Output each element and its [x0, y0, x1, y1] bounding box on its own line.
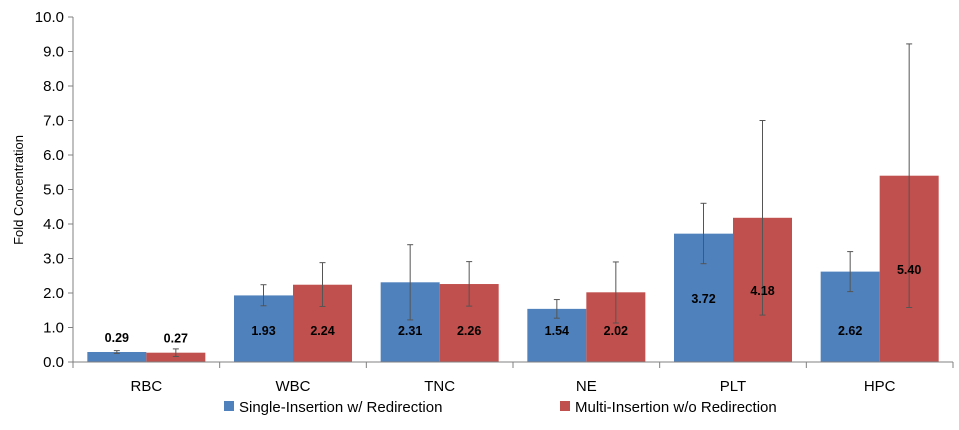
data-label: 0.27 [164, 332, 188, 346]
y-axis-ticks: 0.0 1.0 2.0 3.0 4.0 5.0 6.0 7.0 8.0 9.0 10.0 [35, 9, 73, 371]
error-bars-layer [113, 43, 913, 357]
legend-swatch [560, 401, 570, 411]
legend: Single-Insertion w/ Redirection Multi-Ins… [224, 399, 777, 416]
data-label: 3.72 [691, 292, 715, 306]
bar [87, 351, 147, 362]
data-label: 2.02 [604, 324, 628, 338]
x-axis-categories: RBC WBC TNC NE PLT HPC [130, 378, 895, 395]
data-label: 4.18 [750, 284, 774, 298]
data-label: 1.54 [545, 324, 569, 338]
y-tick-label: 8.0 [43, 78, 64, 95]
data-labels-layer: 0.29 0.27 1.93 2.24 2.31 2.26 1.54 2.02 3.72 4.18… [105, 263, 922, 346]
data-label: 1.93 [251, 324, 275, 338]
y-tick-label: 10.0 [35, 9, 64, 26]
x-category-label: RBC [130, 378, 162, 395]
y-tick-label: 6.0 [43, 147, 64, 164]
y-tick-label: 1.0 [43, 320, 64, 337]
axes [72, 17, 954, 368]
data-label: 0.29 [105, 331, 129, 345]
x-category-label: WBC [276, 378, 311, 395]
data-label: 2.24 [310, 324, 334, 338]
y-tick-label: 2.0 [43, 285, 64, 302]
y-tick-label: 3.0 [43, 251, 64, 268]
x-category-label: NE [576, 378, 597, 395]
data-label: 2.31 [398, 324, 422, 338]
x-category-label: TNC [424, 378, 455, 395]
data-label: 5.40 [897, 263, 921, 277]
legend-label: Multi-Insertion w/o Redirection [575, 399, 777, 416]
bar [146, 352, 206, 362]
x-category-label: PLT [720, 378, 746, 395]
data-label: 2.62 [838, 324, 862, 338]
y-tick-label: 4.0 [43, 216, 64, 233]
y-axis-label: Fold Concentration [11, 135, 26, 245]
y-tick-label: 7.0 [43, 113, 64, 130]
x-category-label: HPC [864, 378, 896, 395]
y-tick-label: 0.0 [43, 354, 64, 371]
y-tick-label: 5.0 [43, 182, 64, 199]
legend-label: Single-Insertion w/ Redirection [239, 399, 442, 416]
bars-layer [87, 175, 939, 362]
legend-swatch [224, 401, 234, 411]
data-label: 2.26 [457, 324, 481, 338]
y-tick-label: 9.0 [43, 44, 64, 61]
bar [234, 295, 293, 362]
